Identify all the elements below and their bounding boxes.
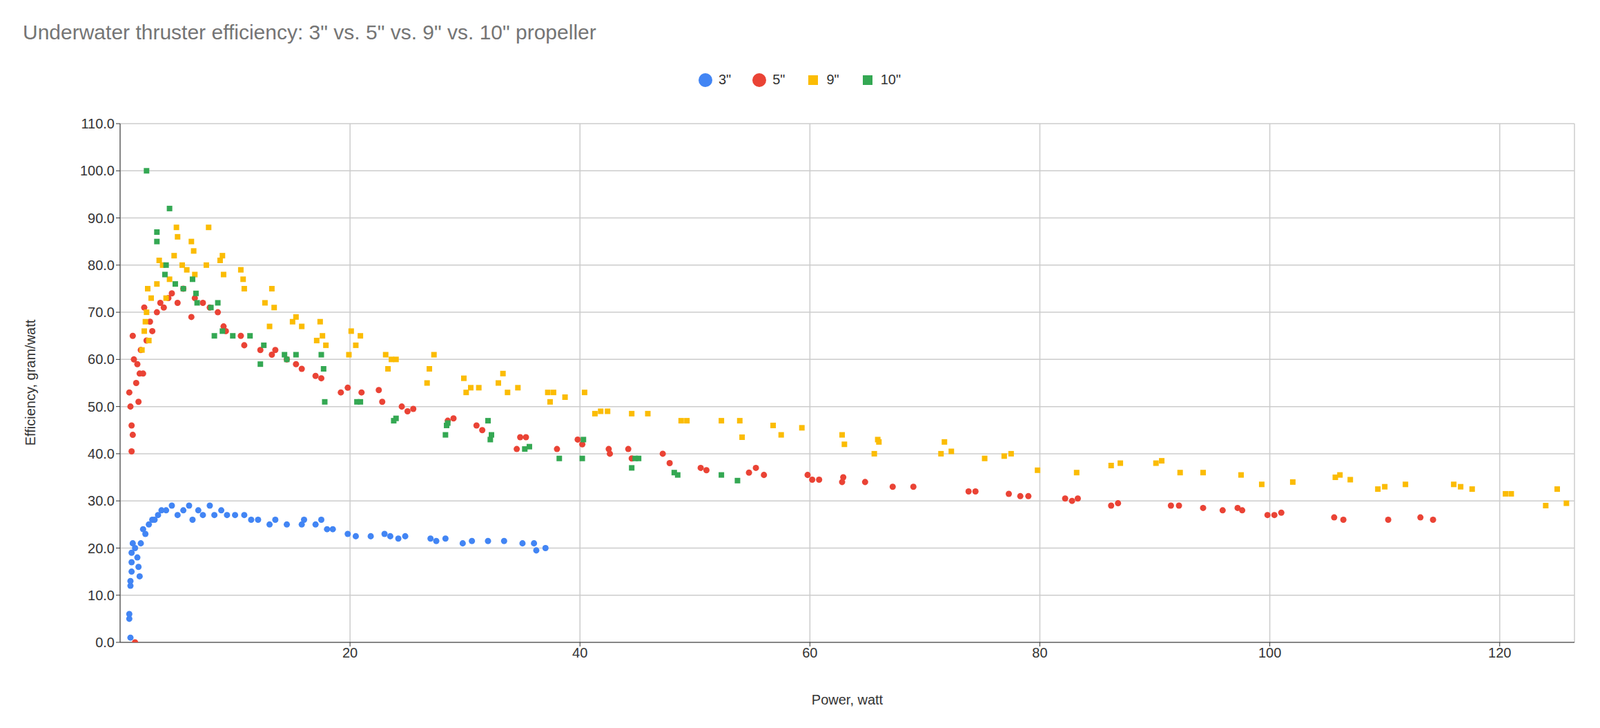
svg-text:50.0: 50.0 [87, 398, 115, 415]
html-text:Efficiency, gram/watt: Efficiency, gram/watt [22, 319, 38, 446]
svg-text:80.0: 80.0 [87, 257, 115, 273]
svg-text:10.0: 10.0 [87, 587, 115, 603]
svg-text:30.0: 30.0 [87, 492, 115, 509]
svg-text:110.0: 110.0 [80, 115, 115, 132]
svg-text:100.0: 100.0 [80, 162, 115, 179]
html-text:Underwater thruster efficiency: Underwater thruster efficiency: 3" vs. 5… [22, 20, 597, 44]
svg-text:Power, watt: Power, watt [811, 691, 884, 707]
svg-text:80: 80 [1031, 644, 1048, 660]
html-text:9": 9" [826, 71, 840, 87]
svg-text:120: 120 [1488, 644, 1511, 660]
svg-text:20.0: 20.0 [87, 540, 115, 556]
svg-text:60.0: 60.0 [87, 351, 115, 367]
html-text:3": 3" [718, 71, 732, 87]
svg-text:90.0: 90.0 [87, 210, 115, 226]
svg-text:100: 100 [1258, 644, 1282, 660]
svg-text:70.0: 70.0 [87, 304, 115, 320]
svg-text:40: 40 [572, 644, 588, 660]
svg-text:20: 20 [342, 644, 358, 660]
svg-text:40.0: 40.0 [87, 445, 115, 462]
svg-text:0.0: 0.0 [95, 634, 115, 650]
html-text:10": 10" [880, 71, 901, 87]
svg-text:60: 60 [802, 644, 818, 660]
html-text:5": 5" [772, 71, 786, 87]
